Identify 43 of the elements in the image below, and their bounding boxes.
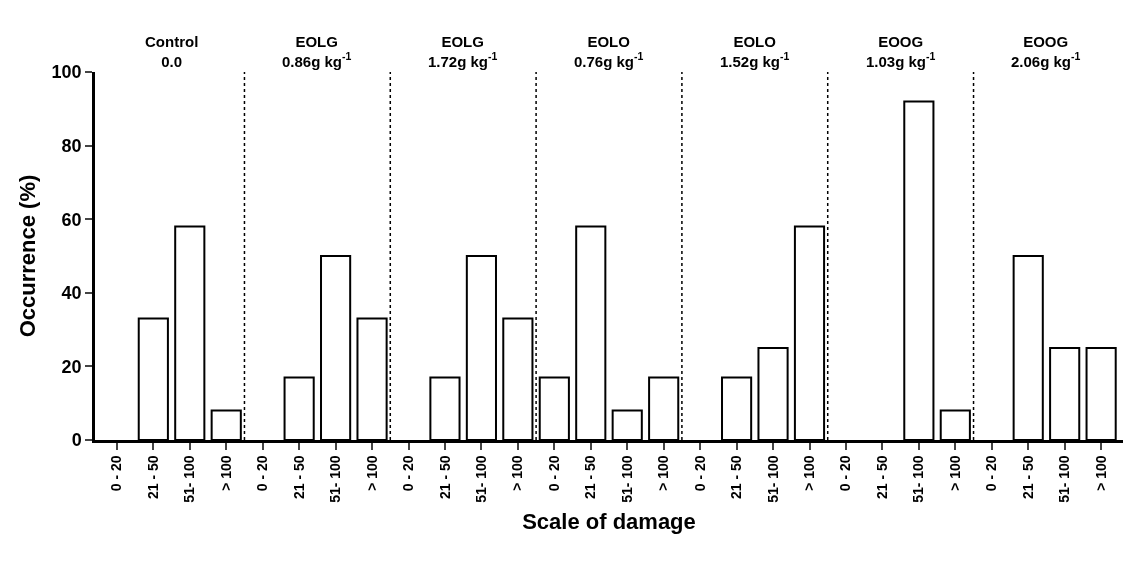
x-tick-label: > 100	[655, 455, 672, 491]
text: Control 0.0	[145, 33, 199, 70]
x-tick-label: > 100	[509, 455, 526, 491]
text: EOLO 1.52g kg$^{-1}$	[720, 33, 790, 70]
x-tick-label: 0 - 20	[254, 455, 271, 492]
x-tick-label: 0 - 20	[108, 455, 125, 492]
x-tick-label: 51- 100	[910, 455, 927, 503]
text: EOOG 2.06g kg$^{-1}$	[1011, 33, 1081, 70]
x-tick-label: 21 - 50	[436, 455, 453, 499]
x-tick-label: > 100	[363, 455, 380, 491]
x-tick-label: 21 - 50	[582, 455, 599, 499]
text: EOLG 1.72g kg$^{-1}$	[428, 33, 498, 70]
x-tick-label: 0 - 20	[983, 455, 1000, 492]
text: EOLO 0.76g kg$^{-1}$	[574, 33, 644, 70]
x-tick-label: 21 - 50	[144, 455, 161, 499]
x-tick-label: 0 - 20	[837, 455, 854, 492]
x-tick-label: 21 - 50	[873, 455, 890, 499]
x-tick-label: > 100	[1092, 455, 1109, 491]
x-tick-label: > 100	[946, 455, 963, 491]
y-tick-label: 80	[61, 135, 82, 156]
y-tick-label: 100	[51, 62, 82, 83]
y-tick-label: 0	[71, 430, 82, 451]
y-axis-title: Occurrence (%)	[15, 174, 41, 338]
x-tick-label: 21 - 50	[290, 455, 307, 499]
x-tick-label: 51- 100	[618, 455, 635, 503]
x-tick-label: 0 - 20	[691, 455, 708, 492]
y-tick-label: 60	[61, 209, 82, 230]
x-tick-label: 51- 100	[472, 455, 489, 503]
x-tick-label: 51- 100	[327, 455, 344, 503]
x-tick-label: 51- 100	[181, 455, 198, 503]
x-tick-label: 0 - 20	[400, 455, 417, 492]
text: EOOG 1.03g kg$^{-1}$	[866, 33, 936, 70]
x-tick-label: 0 - 20	[545, 455, 562, 492]
x-tick-label: > 100	[801, 455, 818, 491]
y-tick-label: 20	[61, 356, 82, 377]
y-tick-label: 40	[61, 283, 82, 304]
x-axis-title: Scale of damage	[522, 508, 696, 534]
x-tick-label: 51- 100	[764, 455, 781, 503]
x-tick-label: 21 - 50	[1019, 455, 1036, 499]
x-tick-label: 51- 100	[1056, 455, 1073, 503]
text: EOLG 0.86g kg$^{-1}$	[282, 33, 352, 70]
x-tick-label: > 100	[217, 455, 234, 491]
x-tick-label: 21 - 50	[728, 455, 745, 499]
